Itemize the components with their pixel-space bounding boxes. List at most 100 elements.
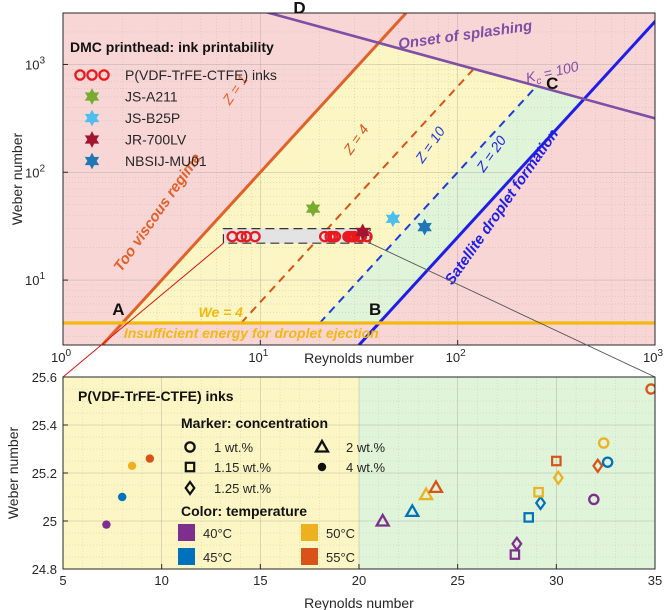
bottom-point-square xyxy=(533,486,544,498)
x-tick-label-top: 102 xyxy=(446,348,466,365)
bottom-point-triangle xyxy=(427,479,444,494)
bottom-title: P(VDF-TrFE-CTFE) inks xyxy=(78,388,234,404)
bottom-point-circle xyxy=(601,456,614,468)
bottom-y-tick-label: 25 xyxy=(43,514,57,529)
point-circle-0 xyxy=(249,230,261,243)
color-legend-swatch-3 xyxy=(301,548,318,565)
bottom-axes: 5 10 15 20 25 30 35 24.8 25 25.2 25.4 25.6 Reynolds … xyxy=(5,370,662,610)
zoom-line-left xyxy=(62,242,224,378)
top-boundary-lines xyxy=(63,13,655,345)
point-circle-0 xyxy=(235,230,247,243)
bottom-point-diamond xyxy=(511,535,523,552)
color-legend-label-3: 55°C xyxy=(326,550,355,565)
bottom-point-dot xyxy=(102,520,111,529)
top-axes: 100 101 102 103 101 102 103 Reynolds number Webe… xyxy=(9,55,663,366)
bottom-y-tick-label: 25.2 xyxy=(32,466,57,481)
color-legend-swatch-0 xyxy=(178,524,195,541)
bottom-x-tick-label: 25 xyxy=(450,573,464,588)
bottom-grid xyxy=(63,377,655,569)
corner-label-b: B xyxy=(369,300,381,319)
legend-marker-2 xyxy=(84,109,100,127)
legend-label-3: JR-700LV xyxy=(125,132,187,148)
bottom-point-square xyxy=(551,455,562,467)
legend-marker-0 xyxy=(86,69,98,81)
marker-legend-symbol-0 xyxy=(184,441,196,453)
y-tick-label-top: 101 xyxy=(25,271,45,288)
bottom-x-axis-label: Reynolds number xyxy=(304,595,414,610)
marker-legend-symbol-1 xyxy=(184,461,196,473)
line-z10 xyxy=(318,85,538,324)
legend-marker-extra xyxy=(98,69,110,81)
region-printable-z10-20 xyxy=(319,86,585,323)
color-legend-label-2: 50°C xyxy=(326,526,355,541)
bottom-y-tick-label: 25.4 xyxy=(32,418,57,433)
bottom-point-dot xyxy=(145,454,155,463)
bottom-y-axis-label: Weber number xyxy=(5,426,21,519)
bottom-point-diamond xyxy=(552,469,564,486)
line-z4 xyxy=(240,68,475,324)
bottom-legend: P(VDF-TrFE-CTFE) inks Marker: concentrati… xyxy=(78,388,385,565)
bottom-point-triangle xyxy=(374,512,391,527)
top-chart: 100 101 102 103 101 102 103 Reynolds number Webe… xyxy=(9,0,663,366)
x-tick-label-top: 101 xyxy=(248,348,268,365)
bottom-chart: 5 10 15 20 25 30 35 24.8 25 25.2 25.4 25.6 Reynolds … xyxy=(5,370,662,610)
color-legend-swatch-2 xyxy=(301,524,318,541)
marker-legend-label-1: 1.15 wt.% xyxy=(214,460,272,475)
top-grid xyxy=(63,13,655,345)
legend-marker-extra xyxy=(74,69,86,81)
label-we4: We = 4 xyxy=(198,304,243,320)
bottom-point-dot xyxy=(127,461,137,470)
point-star6-1 xyxy=(305,200,321,217)
bottom-y-tick-label: 24.8 xyxy=(32,562,57,577)
bottom-x-tick-label: 5 xyxy=(59,573,66,588)
bottom-point-triangle xyxy=(404,503,421,518)
x-axis-label-top: Reynolds number xyxy=(304,350,414,366)
top-regions xyxy=(63,13,655,345)
marker-legend-label-0: 1 wt.% xyxy=(214,440,253,455)
corner-label-c: C xyxy=(546,74,558,93)
legend-label-0: P(VDF-TrFE-CTFE) inks xyxy=(125,67,277,83)
bottom-point-triangle xyxy=(418,486,435,501)
marker-legend-label-3: 2 wt.% xyxy=(346,440,385,455)
point-circle-0 xyxy=(329,230,342,243)
bottom-y-tick-label: 25.6 xyxy=(32,370,57,385)
point-star6-4 xyxy=(417,218,432,236)
legend-marker-3 xyxy=(84,131,100,148)
marker-legend-title: Marker: concentration xyxy=(181,415,328,431)
bottom-point-square xyxy=(523,512,535,523)
bottom-point-circle xyxy=(597,437,610,449)
bottom-points xyxy=(102,383,655,560)
marker-legend-symbol-2 xyxy=(184,480,196,496)
label-insufficient: Insufficient energy for droplet ejection xyxy=(124,325,379,341)
marker-legend-symbol-3 xyxy=(314,438,330,453)
line-z20 xyxy=(357,19,655,345)
legend-label-2: JS-B25P xyxy=(125,110,180,126)
y-tick-label-top: 103 xyxy=(25,55,45,72)
top-points xyxy=(222,200,432,244)
marker-legend-label-2: 1.25 wt.% xyxy=(214,481,272,496)
bottom-x-tick-label: 15 xyxy=(253,573,267,588)
zoom-line-right xyxy=(369,242,656,378)
x-tick-label-top: 100 xyxy=(51,348,71,365)
bottom-point-diamond xyxy=(534,495,547,511)
bottom-x-tick-label: 10 xyxy=(154,573,168,588)
zoom-connector xyxy=(62,242,656,378)
legend-label-4: NBSIJ-MU01 xyxy=(125,153,207,169)
bottom-point-dot xyxy=(118,492,127,502)
top-plot-frame xyxy=(62,12,656,346)
corner-label-a: A xyxy=(112,300,124,319)
x-tick-label-top: 103 xyxy=(643,348,663,365)
line-z1 xyxy=(101,13,408,345)
bottom-point-diamond xyxy=(592,457,604,474)
color-legend-swatch-1 xyxy=(178,548,195,565)
marker-legend-label-4: 4 wt.% xyxy=(346,460,385,475)
corner-label-d: D xyxy=(293,0,305,18)
bottom-x-tick-label: 35 xyxy=(648,573,662,588)
legend-title: DMC printhead: ink printability xyxy=(70,39,274,55)
legend-label-1: JS-A211 xyxy=(125,89,178,105)
point-star6-3 xyxy=(355,223,370,241)
color-legend-label-0: 40°C xyxy=(203,526,232,541)
top-legend: DMC printhead: ink printability P(VDF-TrF… xyxy=(70,39,277,170)
bottom-point-circle xyxy=(588,493,600,506)
